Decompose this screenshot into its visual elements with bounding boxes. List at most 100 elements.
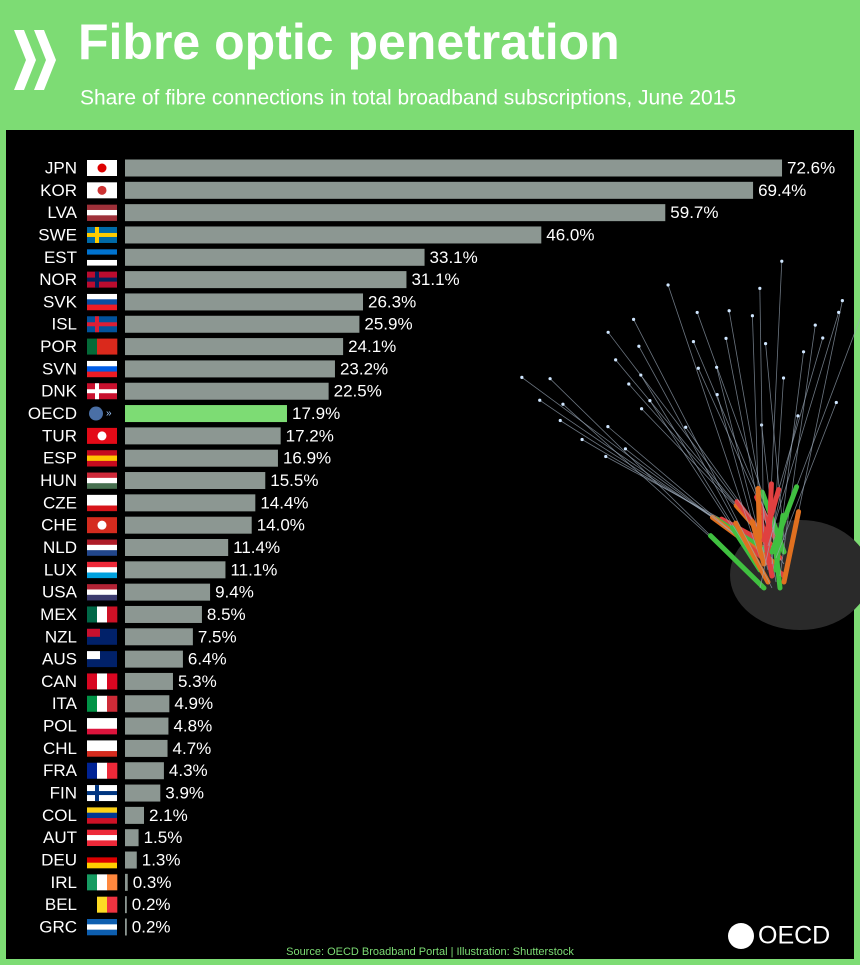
y-tick-label: CHE — [41, 516, 77, 535]
data-label: 0.2% — [132, 917, 171, 936]
flag-stripe — [87, 304, 117, 311]
flag-stripe — [87, 606, 98, 623]
flag-stripe — [97, 673, 108, 690]
flag-stripe — [107, 874, 118, 891]
flag-stripe — [87, 924, 117, 930]
flag-stripe — [87, 500, 117, 506]
fibre-tip — [627, 382, 631, 386]
chart-subtitle: Share of fibre connections in total broa… — [80, 87, 736, 110]
bar — [125, 896, 127, 914]
fibre — [667, 284, 761, 559]
data-label: 15.5% — [270, 471, 318, 490]
y-tick-label: JPN — [45, 158, 77, 177]
fibre-tip — [666, 283, 670, 287]
y-tick-label: DEU — [41, 851, 77, 870]
flag-disc — [97, 185, 107, 195]
fibre-tip — [639, 407, 644, 411]
flag-stripe — [107, 606, 118, 623]
fibre-tip — [696, 366, 700, 370]
flag-disc — [97, 520, 107, 530]
flag-cross — [87, 791, 117, 796]
flag-stripe — [97, 874, 108, 891]
flag-stripe — [87, 544, 117, 551]
flag — [87, 293, 117, 311]
flag-stripe — [87, 812, 117, 819]
chart-title: Fibre optic penetration — [78, 14, 620, 70]
fibre-tip — [796, 414, 800, 418]
flag-stripe — [87, 472, 117, 479]
flag-disc — [97, 431, 107, 441]
fibre-tip — [637, 344, 641, 348]
bar — [125, 181, 754, 199]
flag — [87, 450, 117, 467]
bar — [125, 717, 169, 735]
bar — [125, 248, 425, 266]
data-label: 9.4% — [215, 583, 254, 602]
y-tick-label: TUR — [42, 426, 77, 445]
fibre-tip — [604, 454, 608, 459]
flag — [87, 651, 117, 668]
fibre — [759, 288, 765, 553]
flag-stripe — [87, 455, 117, 462]
flag-stripe — [97, 695, 108, 712]
y-tick-label: AUT — [43, 828, 77, 847]
flag-stripe — [87, 852, 117, 858]
bar — [125, 806, 145, 824]
bar — [125, 583, 211, 601]
fibre-tip — [715, 365, 719, 369]
fibre-tip — [837, 310, 841, 315]
fibre-tip — [684, 425, 688, 429]
bar — [125, 360, 335, 378]
flag-stripe — [87, 204, 117, 211]
y-tick-label: EST — [44, 248, 77, 267]
flag-stripe — [97, 896, 108, 913]
fibre-sheath — [708, 533, 767, 591]
flag — [87, 695, 118, 712]
flag — [87, 271, 117, 288]
data-label: 4.9% — [174, 694, 213, 713]
data-label: 11.1% — [230, 560, 277, 579]
fibre-tip — [715, 392, 719, 397]
flag — [87, 182, 117, 199]
flag-stripe — [87, 840, 117, 847]
fibre-tip — [813, 323, 817, 327]
flag-stripe — [107, 762, 118, 779]
fibre-tip — [561, 402, 565, 406]
flag-stripe — [87, 209, 117, 216]
bar — [125, 561, 226, 579]
fibre-tip — [691, 340, 696, 344]
flag — [87, 316, 117, 333]
flag — [87, 807, 117, 824]
fibre-tip — [538, 398, 542, 402]
data-label: 25.9% — [364, 315, 412, 334]
flag — [87, 919, 117, 936]
fibre — [765, 343, 785, 541]
fibre-sheath — [733, 520, 771, 585]
y-tick-label: GRC — [39, 917, 77, 936]
fibre-tip — [781, 376, 786, 380]
flag-canton — [87, 651, 100, 660]
y-tick-label: USA — [42, 583, 78, 602]
flag-stripe — [87, 299, 117, 305]
bar — [125, 784, 161, 802]
bar — [125, 271, 407, 289]
fibre — [633, 319, 773, 589]
flag — [87, 338, 118, 355]
data-label: 11.4% — [233, 538, 280, 557]
data-label: 4.8% — [173, 717, 212, 736]
data-label: 7.5% — [198, 627, 237, 646]
flag-disc — [97, 163, 107, 173]
y-tick-label: DNK — [41, 382, 78, 401]
flag-stripe — [87, 829, 117, 836]
flag — [87, 561, 117, 579]
flag — [87, 360, 117, 378]
bar — [125, 293, 364, 311]
flag-stripe — [87, 728, 117, 735]
flag-stripe — [87, 539, 117, 546]
flag-stripe — [87, 929, 117, 936]
bar — [125, 427, 281, 445]
y-tick-label: KOR — [40, 181, 77, 200]
bar — [125, 650, 183, 668]
flag-stripe — [87, 366, 117, 372]
